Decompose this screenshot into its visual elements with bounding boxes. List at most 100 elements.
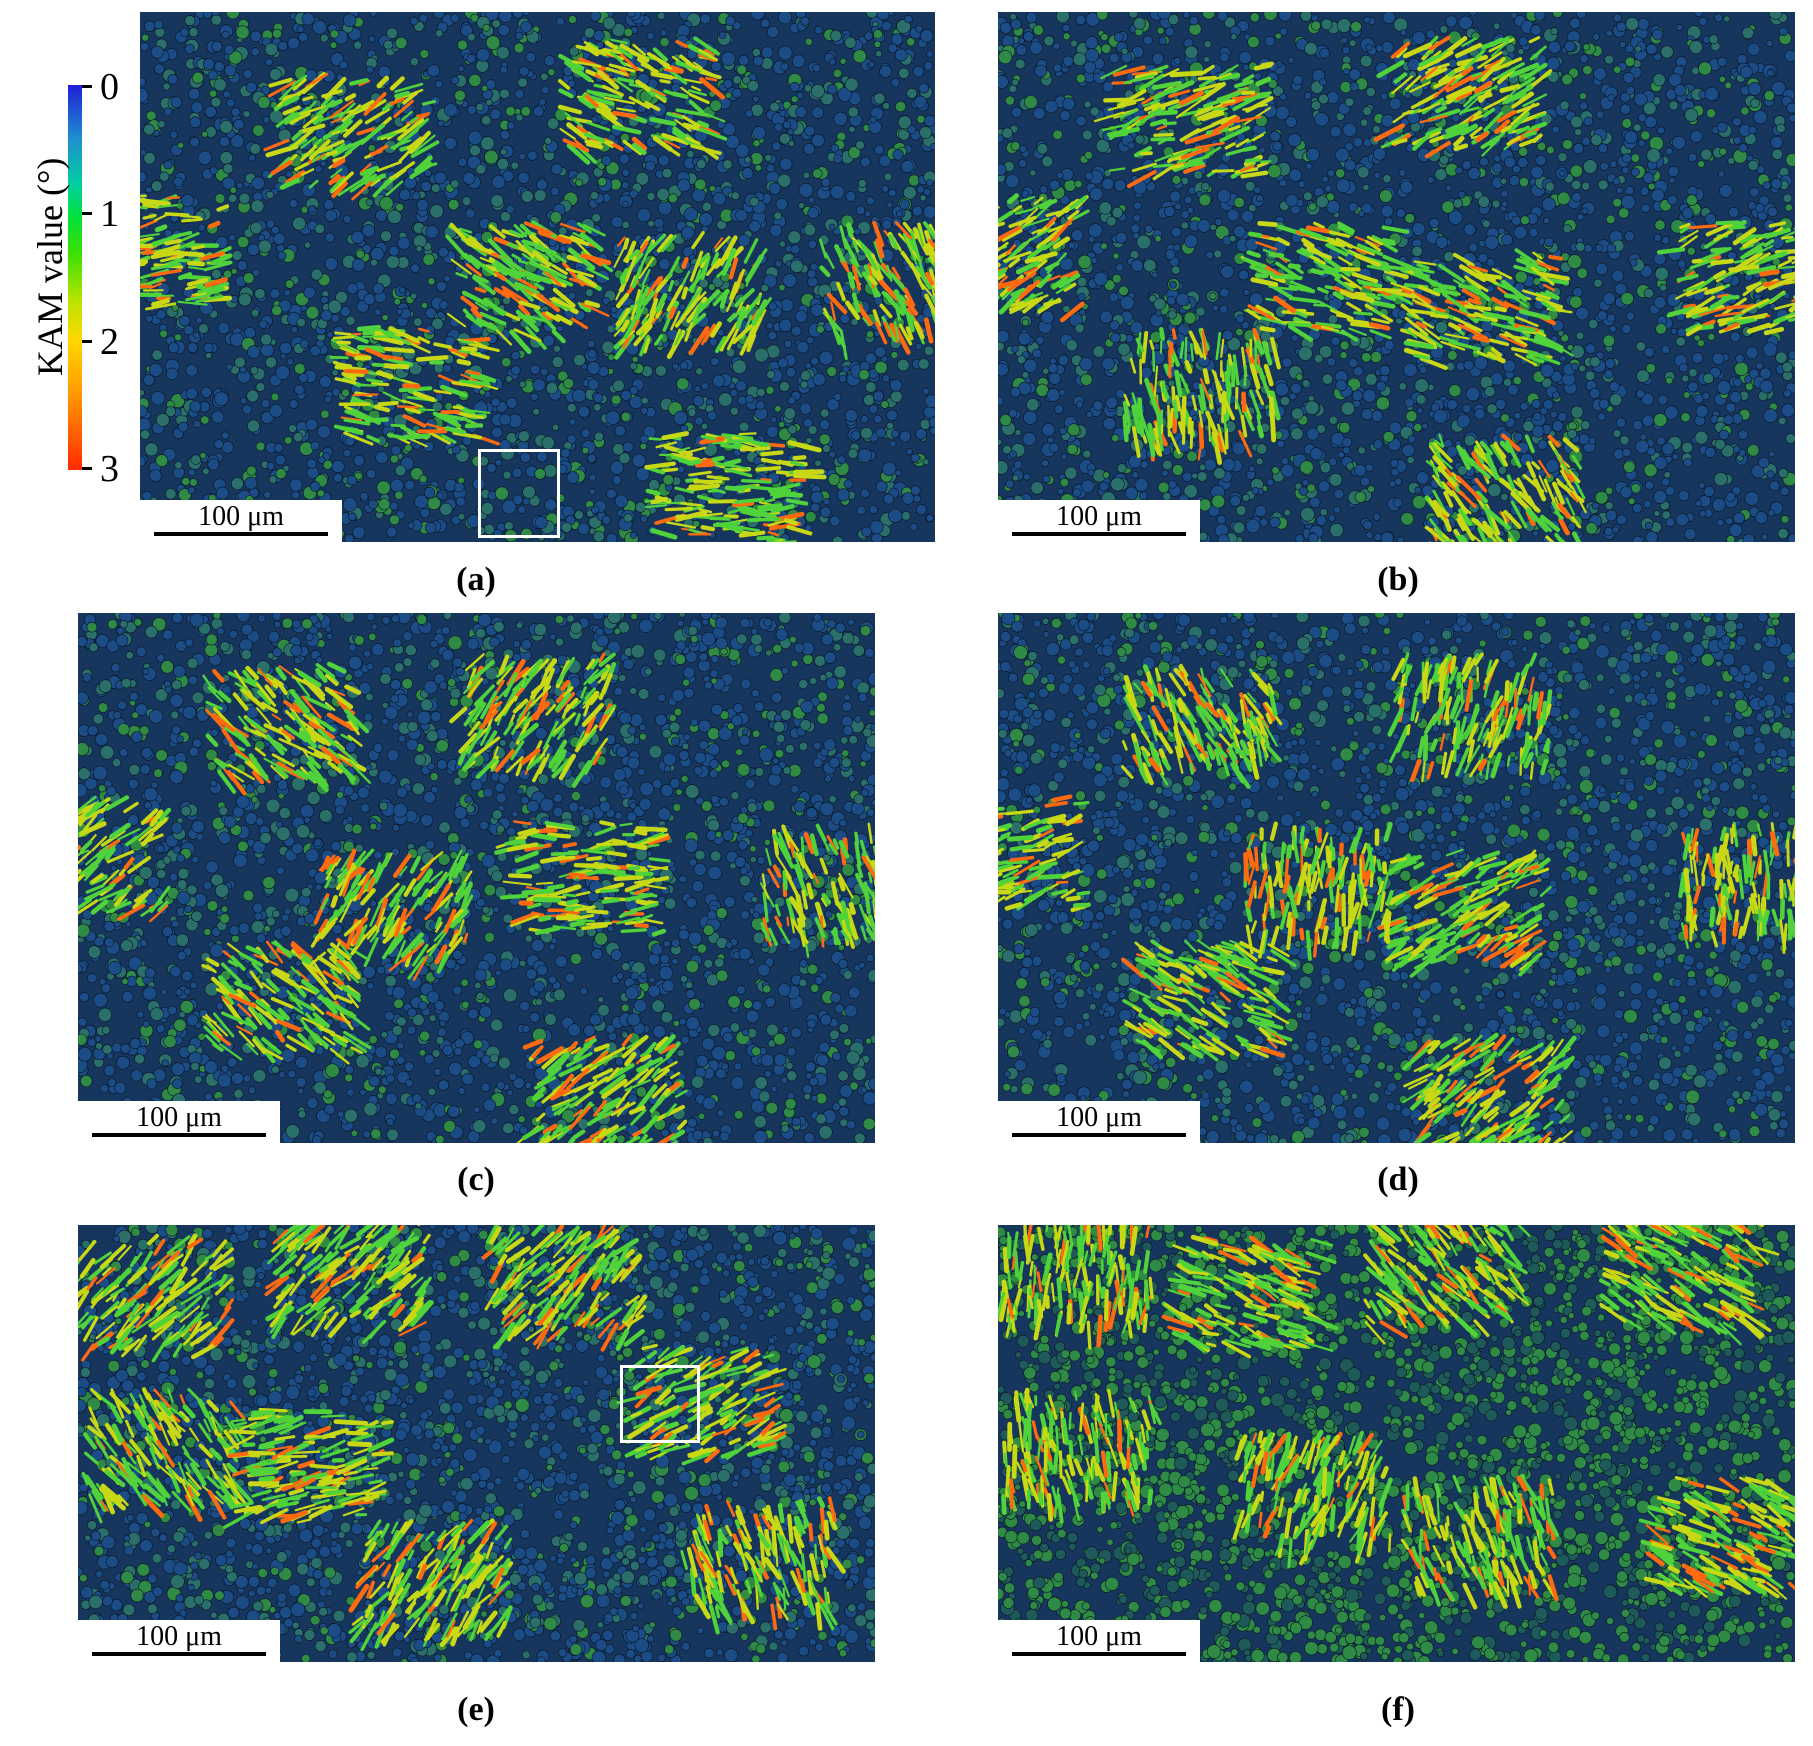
grain <box>865 12 878 19</box>
grain <box>683 207 699 222</box>
grain <box>1360 476 1370 487</box>
lath <box>140 284 153 289</box>
grain <box>437 119 445 127</box>
grain <box>1360 54 1373 68</box>
grain <box>1136 234 1152 250</box>
grain <box>416 199 429 212</box>
grain <box>606 488 617 500</box>
grain <box>832 535 844 542</box>
grain <box>155 413 170 427</box>
grain <box>366 65 374 74</box>
grain <box>756 387 766 397</box>
grain <box>1088 223 1103 238</box>
lath <box>140 198 171 207</box>
grain <box>1572 143 1585 155</box>
grain <box>254 288 266 300</box>
grain <box>1375 44 1384 53</box>
grain <box>229 186 237 194</box>
grain <box>153 63 165 75</box>
scale-bar-line <box>154 532 328 536</box>
grain <box>1152 52 1165 65</box>
grain <box>875 50 883 58</box>
grain <box>790 259 804 273</box>
grain <box>465 208 476 219</box>
grain <box>821 177 831 188</box>
grain <box>159 171 170 182</box>
grain <box>1075 400 1084 409</box>
grain <box>775 198 788 211</box>
grain <box>287 37 300 50</box>
grain <box>1191 472 1198 480</box>
grain <box>647 220 655 228</box>
grain <box>1641 414 1655 427</box>
grain <box>679 361 689 370</box>
grain <box>462 171 476 185</box>
grain <box>865 330 874 339</box>
grain <box>214 391 229 407</box>
grain <box>424 521 437 534</box>
grain <box>437 246 449 258</box>
grain <box>1279 396 1291 407</box>
grain <box>1691 352 1704 364</box>
grain <box>418 13 428 23</box>
grain <box>1643 499 1652 509</box>
grain <box>246 345 261 359</box>
scale-bar: 100 μm <box>140 500 342 542</box>
grain <box>140 389 145 397</box>
grain <box>506 121 516 130</box>
lath <box>456 358 472 366</box>
grain <box>873 414 883 424</box>
grain <box>875 427 886 438</box>
grain <box>1771 148 1783 161</box>
grain <box>644 160 656 172</box>
grain <box>351 230 365 244</box>
grain <box>587 453 597 463</box>
grain <box>1264 35 1276 47</box>
grain <box>1092 400 1104 411</box>
grain <box>221 176 236 190</box>
grain <box>783 407 797 420</box>
grain <box>865 381 877 393</box>
grain <box>778 109 787 117</box>
lath <box>661 431 689 441</box>
grain <box>324 257 339 271</box>
grain <box>202 58 215 70</box>
grain <box>272 28 282 39</box>
grain <box>140 77 146 87</box>
grain <box>1640 203 1651 214</box>
grain <box>409 57 419 67</box>
grain <box>774 405 782 413</box>
grain <box>515 113 524 122</box>
grain <box>247 419 260 433</box>
grain <box>577 405 590 418</box>
lath <box>691 85 702 92</box>
grain <box>207 70 218 81</box>
grain <box>916 185 925 194</box>
grain <box>694 385 702 393</box>
grain <box>491 426 503 439</box>
grain <box>998 330 1010 344</box>
kam-colorbar <box>68 85 82 470</box>
grain <box>1015 44 1028 56</box>
grain <box>317 424 331 439</box>
grain <box>1686 246 1696 256</box>
lath <box>756 535 775 541</box>
grain <box>1491 199 1501 209</box>
lath <box>403 433 431 440</box>
lath <box>377 400 399 407</box>
lath <box>783 518 799 526</box>
grain <box>1404 213 1415 224</box>
grain <box>860 415 869 424</box>
grain <box>709 99 722 112</box>
lath <box>738 432 757 436</box>
grain <box>192 71 204 84</box>
grain <box>413 317 423 327</box>
grain <box>1500 189 1509 198</box>
lath <box>383 346 415 354</box>
grain <box>226 98 235 108</box>
grain <box>620 389 632 401</box>
grain <box>534 189 547 202</box>
grain <box>800 370 812 381</box>
grain <box>527 150 538 161</box>
grain <box>286 358 294 366</box>
